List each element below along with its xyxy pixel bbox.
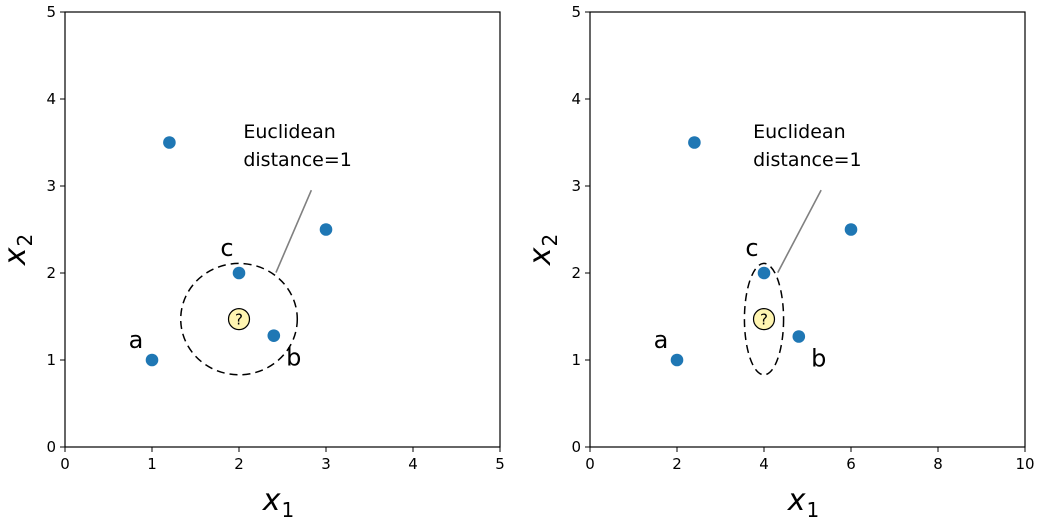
- annotation-text: distance=1: [753, 149, 862, 171]
- distance-ellipse: [179, 262, 299, 376]
- point-label-c: c: [220, 234, 233, 262]
- y-tick-label: 2: [46, 264, 56, 282]
- y-tick-label: 0: [46, 438, 56, 456]
- query-point: [752, 308, 776, 331]
- x-axis-label: x: [787, 483, 806, 518]
- data-point: [163, 136, 176, 149]
- annotation-text: Euclidean: [243, 121, 336, 143]
- y-axis-label-group: x2: [0, 234, 37, 267]
- point-label-a: a: [129, 326, 144, 354]
- query-symbol: ?: [760, 311, 768, 329]
- x-tick-label: 1: [147, 455, 157, 473]
- x-tick-label: 8: [933, 455, 943, 473]
- y-tick-label: 4: [46, 90, 56, 108]
- y-tick-label: 0: [571, 438, 581, 456]
- annotation-text: Euclidean: [753, 121, 846, 143]
- data-point-c: [757, 266, 771, 280]
- data-point-b: [792, 330, 806, 343]
- query-symbol: ?: [235, 311, 243, 329]
- y-tick-label: 1: [571, 351, 581, 369]
- y-axis-label: x: [523, 247, 558, 266]
- y-axis-label-subscript: 2: [538, 234, 562, 247]
- y-tick-label: 4: [571, 90, 581, 108]
- distance-ellipse: [743, 262, 785, 376]
- x-tick-label: 4: [408, 455, 418, 473]
- data-point: [319, 223, 333, 236]
- data-point-a: [670, 353, 684, 367]
- x-tick-label: 6: [846, 455, 856, 473]
- x-axis-label-subscript: 1: [282, 498, 295, 522]
- x-tick-label: 4: [759, 455, 769, 473]
- data-point: [688, 136, 701, 149]
- x-axis-label-subscript: 1: [807, 498, 820, 522]
- annotation-pointer: [777, 189, 822, 273]
- y-axis-label-group: x2: [523, 234, 562, 267]
- y-tick-label: 3: [571, 177, 581, 195]
- x-tick-label: 0: [60, 455, 70, 473]
- x-tick-label: 3: [321, 455, 331, 473]
- plot-frame: [589, 11, 1026, 448]
- annotation-pointer: [275, 189, 313, 273]
- point-label-b: b: [286, 344, 301, 372]
- y-tick-label: 3: [46, 177, 56, 195]
- data-point-b: [267, 329, 281, 342]
- data-point-a: [145, 353, 159, 367]
- y-tick-label: 5: [46, 3, 56, 21]
- point-label-c: c: [745, 234, 758, 262]
- data-point: [844, 223, 858, 236]
- annotation-text: distance=1: [243, 149, 352, 171]
- y-axis-label: x: [0, 247, 33, 266]
- query-point: [227, 308, 251, 331]
- data-point-c: [232, 266, 246, 280]
- x-tick-label: 0: [585, 455, 595, 473]
- plot-frame: [64, 11, 501, 448]
- y-tick-label: 1: [46, 351, 56, 369]
- y-tick-label: 2: [571, 264, 581, 282]
- point-label-a: a: [654, 326, 669, 354]
- y-tick-label: 5: [571, 3, 581, 21]
- point-label-b: b: [811, 345, 826, 373]
- x-tick-label: 5: [495, 455, 505, 473]
- x-tick-label: 10: [1015, 455, 1034, 473]
- x-tick-label: 2: [234, 455, 244, 473]
- y-axis-label-subscript: 2: [13, 234, 37, 247]
- x-tick-label: 2: [672, 455, 682, 473]
- x-axis-label: x: [262, 483, 281, 518]
